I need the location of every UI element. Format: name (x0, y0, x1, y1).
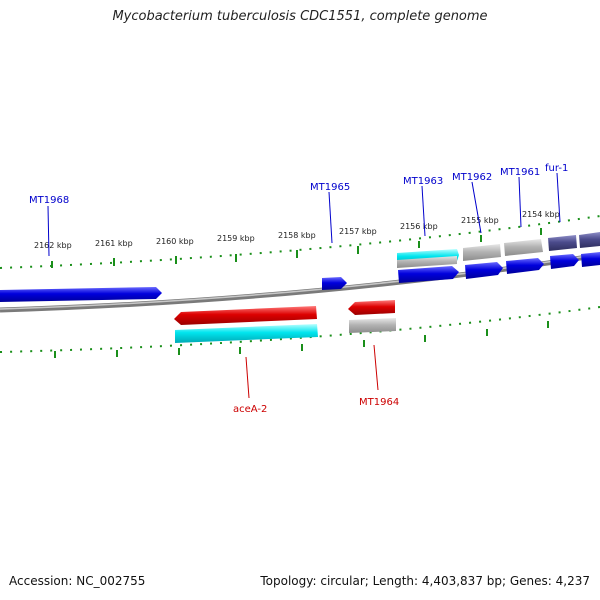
gene-label-acea-2[interactable]: aceA-2 (233, 404, 267, 415)
gene-pseudo-mt1962[interactable] (463, 244, 501, 261)
tick-label: 2159 kbp (217, 234, 255, 243)
tick-label: 2161 kbp (95, 239, 133, 248)
gene-label-mt1961[interactable]: MT1961 (500, 167, 540, 178)
gene-arrow-mt1964[interactable] (348, 300, 395, 315)
topology-text: Topology: circular; Length: 4,403,837 bp… (260, 574, 590, 588)
gene-pseudo-mt1961[interactable] (504, 239, 543, 256)
tick-label: 2158 kbp (278, 231, 316, 240)
gene-label-fur-1[interactable]: fur-1 (545, 163, 568, 174)
gene-pseudo-mt1963[interactable] (397, 256, 457, 268)
label-leader-lines (47, 172, 561, 399)
gene-label-mt1962[interactable]: MT1962 (452, 172, 492, 183)
tick-label: 2162 kbp (34, 241, 72, 250)
gene-label-mt1968[interactable]: MT1968 (29, 195, 69, 206)
gene-regulator-fur-1[interactable] (548, 235, 577, 251)
tick-label: 2155 kbp (461, 216, 499, 225)
gene-arrow-mt1962[interactable] (465, 262, 503, 279)
gene-arrow-fur-1[interactable] (550, 254, 579, 269)
scale-major-ticks (51, 228, 542, 268)
tick-label: 2157 kbp (339, 227, 377, 236)
scale-track-bottom (0, 306, 600, 353)
map-title: Mycobacterium tuberculosis CDC1551, comp… (112, 9, 488, 24)
accession-text: Accession: NC_002755 (9, 574, 146, 588)
gene-arrow-mt1963[interactable] (398, 266, 459, 283)
scale-major-ticks-lower (54, 321, 549, 358)
tick-label: 2156 kbp (400, 222, 438, 231)
tick-label: 2154 kbp (522, 210, 560, 219)
gene-arrow-mt1965[interactable] (322, 277, 347, 290)
reverse-strand-genes (174, 300, 396, 343)
gene-arrow-acea-2[interactable] (174, 306, 317, 325)
gene-arrow-mt1961[interactable] (506, 258, 544, 274)
gene-arrow-next[interactable] (581, 252, 600, 267)
gene-label-mt1965[interactable]: MT1965 (310, 182, 350, 193)
gene-regulator-next[interactable] (579, 232, 600, 248)
gene-label-mt1964[interactable]: MT1964 (359, 397, 399, 408)
gene-arrow-mt1968[interactable] (0, 287, 162, 302)
tick-label: 2160 kbp (156, 237, 194, 246)
gene-cds-acea-2[interactable] (175, 324, 318, 343)
scale-track-top (0, 215, 600, 269)
gene-label-mt1963[interactable]: MT1963 (403, 176, 443, 187)
gene-pseudo-mt1964[interactable] (349, 318, 396, 333)
forward-strand-genes (0, 232, 600, 302)
